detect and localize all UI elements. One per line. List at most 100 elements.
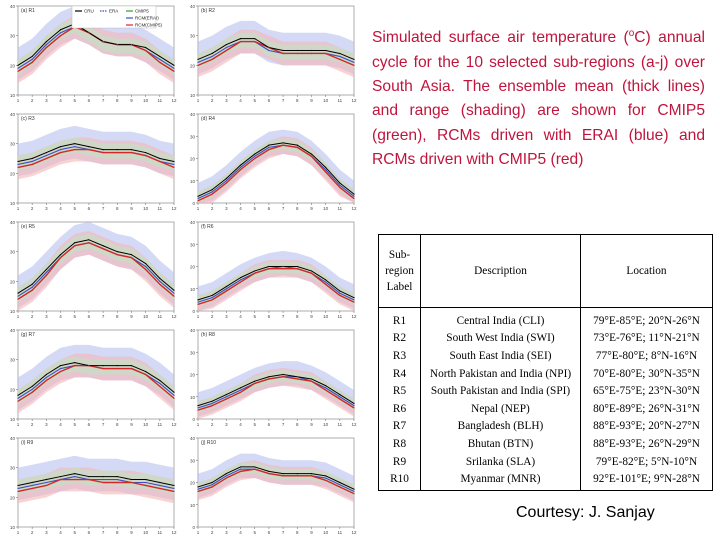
data-point <box>173 397 175 399</box>
data-point <box>145 154 147 157</box>
data-point <box>173 64 175 66</box>
x-tick-label: 12 <box>171 314 177 319</box>
data-point <box>102 478 104 481</box>
data-point <box>59 475 62 478</box>
data-point <box>268 146 270 148</box>
data-point <box>173 160 175 163</box>
data-point <box>159 61 161 63</box>
data-point <box>325 283 327 285</box>
series-line-cru <box>17 362 175 396</box>
data-point <box>197 200 199 202</box>
x-tick-label: 12 <box>351 206 357 211</box>
data-point <box>159 157 161 160</box>
header-location: Location <box>580 234 713 308</box>
series-line-rcm-erai <box>17 476 175 489</box>
data-point <box>211 52 213 55</box>
y-tick-label: 40 <box>10 112 16 117</box>
data-point <box>197 407 199 409</box>
x-tick-label: 11 <box>157 422 162 427</box>
x-tick-label: 9 <box>130 530 133 535</box>
x-tick-label: 6 <box>268 314 271 319</box>
data-point <box>339 186 341 189</box>
x-tick-label: 11 <box>157 530 162 535</box>
data-point <box>17 166 19 168</box>
data-point <box>211 405 213 407</box>
x-tick-label: 3 <box>45 98 48 103</box>
region-description: Nepal (NEP) <box>420 399 581 418</box>
x-tick-label: 4 <box>239 98 242 103</box>
data-point <box>239 166 242 168</box>
figure-caption: Simulated surface air temperature (oC) a… <box>372 22 705 173</box>
x-tick-label: 1 <box>197 206 200 211</box>
data-point <box>268 470 270 472</box>
data-point <box>197 405 199 407</box>
data-point <box>145 151 147 154</box>
data-point <box>145 265 147 268</box>
legend-label: RCM(CMIP5) <box>135 23 162 28</box>
data-point <box>130 149 133 151</box>
data-point <box>17 70 19 72</box>
data-point <box>310 49 313 52</box>
series-line-rcm-cmip5 <box>197 468 355 495</box>
data-point <box>254 155 256 157</box>
series-line-cru <box>197 266 355 301</box>
data-point <box>310 475 313 477</box>
data-point <box>74 245 76 247</box>
region-label: R8 <box>378 435 421 453</box>
region-location: 65°E-75°E; 23°N-30°N <box>580 382 713 400</box>
data-point <box>45 481 47 484</box>
data-point <box>102 149 104 151</box>
data-point <box>282 142 284 144</box>
x-tick-label: 2 <box>31 314 34 319</box>
x-tick-label: 11 <box>157 314 162 319</box>
y-tick-label: 20 <box>10 63 16 68</box>
x-tick-label: 11 <box>337 530 342 535</box>
data-point <box>353 402 355 405</box>
data-point <box>225 46 227 49</box>
x-tick-label: 4 <box>239 422 242 427</box>
data-point <box>254 157 256 160</box>
panel-label: (d) R4 <box>201 116 215 122</box>
data-point <box>159 283 161 285</box>
data-point <box>173 289 175 291</box>
series-line-cru <box>17 23 175 66</box>
region-location: 77°E-80°E; 8°N-16°N <box>580 347 713 365</box>
x-tick-label: 7 <box>282 530 285 535</box>
region-label: R2 <box>378 329 421 348</box>
series-line-rcm-cmip5 <box>197 268 355 305</box>
data-point <box>102 248 104 250</box>
subregion-table: Sub-region Label Description Location R1… <box>378 234 713 491</box>
data-point <box>145 370 147 373</box>
data-point <box>130 481 133 484</box>
x-tick-label: 11 <box>337 422 342 427</box>
data-point <box>31 484 33 487</box>
data-point <box>254 41 256 43</box>
y-tick-label: 10 <box>190 395 196 400</box>
data-point <box>339 58 341 61</box>
data-point <box>102 41 104 43</box>
data-point <box>339 184 341 186</box>
data-point <box>45 379 47 382</box>
data-point <box>31 385 33 387</box>
series-line-cru <box>17 473 175 486</box>
x-tick-label: 6 <box>88 530 91 535</box>
data-point <box>17 295 19 297</box>
data-point <box>173 163 175 166</box>
x-tick-label: 2 <box>211 530 214 535</box>
data-point <box>31 487 33 490</box>
chart-panel: 10 20 30 40 1 2 3 4 5 6 7 8 9 10 11 12 (i) R9 <box>0 432 180 540</box>
data-point <box>145 262 147 265</box>
x-tick-label: 1 <box>197 98 200 103</box>
x-tick-label: 4 <box>59 314 62 319</box>
y-tick-label: 30 <box>10 34 16 39</box>
y-tick-label: 30 <box>10 250 16 255</box>
data-point <box>225 49 227 52</box>
x-tick-label: 6 <box>268 98 271 103</box>
range-band-erai <box>18 222 174 309</box>
caption-text-start: Simulated surface air temperature ( <box>372 29 629 47</box>
data-point <box>325 169 327 171</box>
data-point <box>145 481 147 484</box>
data-point <box>59 35 62 37</box>
